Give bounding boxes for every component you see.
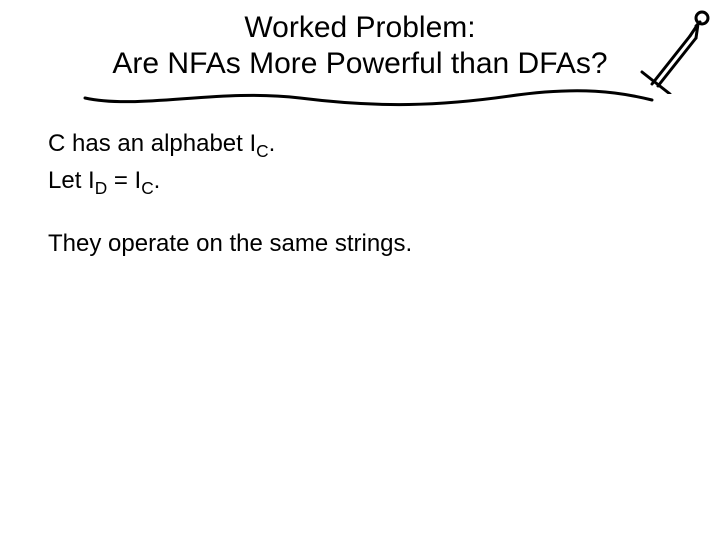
slide-body: C has an alphabet IC. Let ID = IC. They … [48, 128, 672, 263]
text: Let I [48, 167, 95, 194]
title-line-2: Are NFAs More Powerful than DFAs? [0, 46, 720, 82]
body-line-3: They operate on the same strings. [48, 228, 672, 260]
body-line-2: Let ID = IC. [48, 165, 672, 200]
text: . [154, 167, 161, 194]
sword-icon [640, 6, 712, 94]
slide-title: Worked Problem: Are NFAs More Powerful t… [0, 10, 720, 82]
text: = I [107, 167, 141, 194]
title-line-1: Worked Problem: [0, 10, 720, 46]
body-line-1: C has an alphabet IC. [48, 128, 672, 163]
subscript: D [95, 178, 107, 198]
text: . [269, 130, 276, 157]
underline-path [85, 91, 652, 105]
title-underline [80, 86, 660, 116]
subscript: C [141, 178, 153, 198]
subscript: C [256, 141, 268, 161]
text: C has an alphabet I [48, 130, 256, 157]
